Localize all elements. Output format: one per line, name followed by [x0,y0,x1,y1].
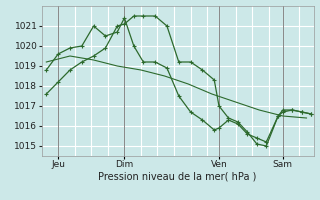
X-axis label: Pression niveau de la mer( hPa ): Pression niveau de la mer( hPa ) [99,172,257,182]
